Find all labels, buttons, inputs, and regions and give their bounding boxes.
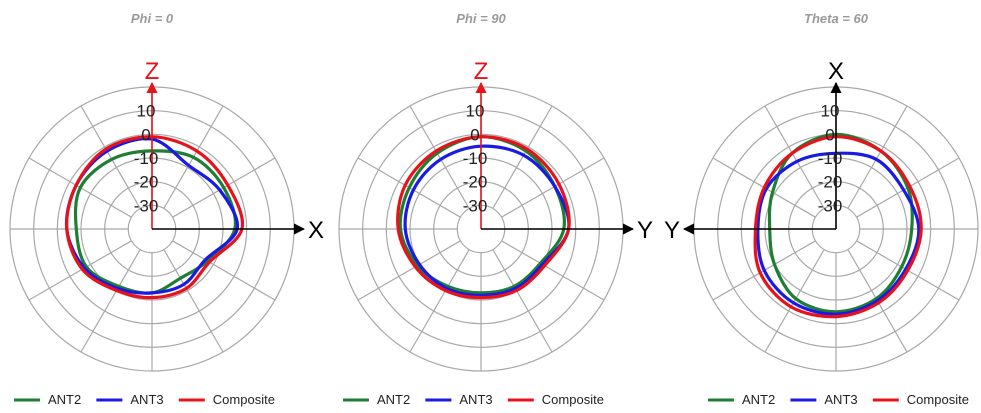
legend-label: Composite [213, 392, 275, 407]
chart-title: Phi = 0 [131, 11, 174, 26]
radial-tick-label: -20 [818, 173, 843, 192]
radial-tick-label: 10 [821, 102, 840, 121]
legend-label: ANT2 [377, 392, 410, 407]
series-ant3-curve [403, 144, 571, 297]
radial-tick-label: -30 [818, 196, 843, 215]
grid-spoke [847, 105, 908, 209]
grid-spoke [501, 240, 605, 301]
radial-tick-label: -10 [463, 149, 488, 168]
radial-tick-label: -10 [818, 149, 843, 168]
radial-tick-label: 0 [141, 125, 150, 144]
polar-chart-2: Phi = 90 Z Y 10 0 -10 -20 -30 ANT2 ANT3 Composite [338, 11, 653, 407]
radial-tick-label: -30 [463, 196, 488, 215]
axis-up-label: X [828, 58, 844, 85]
grid-spoke [357, 240, 461, 301]
legend-label: ANT3 [824, 392, 857, 407]
legend-label: Composite [542, 392, 604, 407]
grid-spoke [764, 249, 825, 353]
radial-tick-label: 10 [466, 102, 485, 121]
legend-label: ANT3 [459, 392, 492, 407]
legend-label: ANT3 [130, 392, 163, 407]
grid-spoke [409, 105, 470, 209]
grid-spoke [492, 105, 553, 209]
grid-spoke [80, 249, 141, 353]
legend-label: ANT2 [48, 392, 81, 407]
polar-chart-1: Phi = 0 Z X 10 0 -10 -20 -30 ANT2 ANT3 Composite [9, 11, 324, 407]
series-ant3-curve [756, 151, 921, 316]
series-composite-curve [396, 135, 571, 300]
radial-tick-label: -30 [134, 196, 159, 215]
grid-spoke [409, 249, 470, 353]
radial-tick-label: 0 [825, 125, 834, 144]
chart-title: Theta = 60 [804, 11, 869, 26]
radial-tick-label: -20 [134, 173, 159, 192]
radial-tick-label: -20 [463, 173, 488, 192]
grid-spoke [28, 240, 132, 301]
legend-label: Composite [907, 392, 969, 407]
axis-up-label: Z [145, 58, 160, 85]
radial-tick-label: 0 [470, 125, 479, 144]
axis-right-label: Y [637, 217, 653, 244]
grid-spoke [501, 157, 605, 218]
legend-label: ANT2 [742, 392, 775, 407]
axis-left-label: Y [664, 217, 680, 244]
chart-title: Phi = 90 [456, 11, 506, 26]
grid-spoke [764, 105, 825, 209]
axis-up-label: Z [474, 58, 489, 85]
grid-spoke [163, 249, 224, 353]
polar-chart-3: Theta = 60 X Y 10 0 -10 -20 -30 ANT2 ANT3 Composit… [664, 11, 979, 407]
series-composite-curve [753, 135, 923, 319]
grid-spoke [172, 240, 276, 301]
grid-spoke [492, 249, 553, 353]
radial-tick-label: -10 [134, 149, 159, 168]
axis-right-label: X [308, 217, 324, 244]
grid-spoke [80, 105, 141, 209]
series-composite-curve [65, 135, 245, 300]
radial-tick-label: 10 [137, 102, 156, 121]
series-ant2-curve [767, 132, 914, 314]
